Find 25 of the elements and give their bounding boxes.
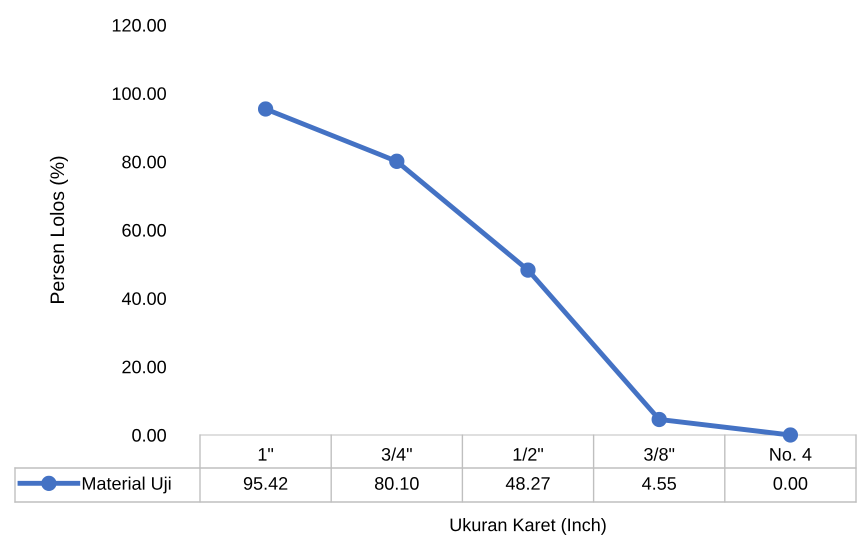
data-label: 4.55 xyxy=(642,477,676,490)
y-tick-label: 60.00 xyxy=(122,224,166,237)
x-tick-label: No. 4 xyxy=(770,448,812,461)
x-tick-label: 3/8" xyxy=(644,448,674,461)
data-label: 80.10 xyxy=(374,477,419,490)
y-tick-label: 120.00 xyxy=(112,18,166,32)
y-tick-label: 100.00 xyxy=(112,87,166,100)
data-label: 48.27 xyxy=(506,477,550,490)
point xyxy=(389,154,404,169)
point xyxy=(652,412,667,428)
legend-label: Material Uji xyxy=(82,476,170,494)
y-tick-label: 40.00 xyxy=(122,292,166,306)
x-tick-label: 1/2" xyxy=(514,448,543,461)
x-axis-title: Ukuran Karet (Inch) xyxy=(450,518,606,535)
data-label: 0.00 xyxy=(774,477,808,490)
point xyxy=(258,101,274,117)
y-tick-label: 80.00 xyxy=(122,156,166,168)
x-tick-label: 3/4" xyxy=(382,448,412,461)
data-label: 95.42 xyxy=(244,477,288,490)
y-axis-title: Persen Lolos (%) xyxy=(50,156,68,303)
y-tick-label: 0.00 xyxy=(132,428,166,442)
point xyxy=(520,262,536,278)
x-tick-label: 1" xyxy=(258,448,274,461)
point xyxy=(782,427,798,443)
y-tick-label: 20.00 xyxy=(122,360,166,374)
